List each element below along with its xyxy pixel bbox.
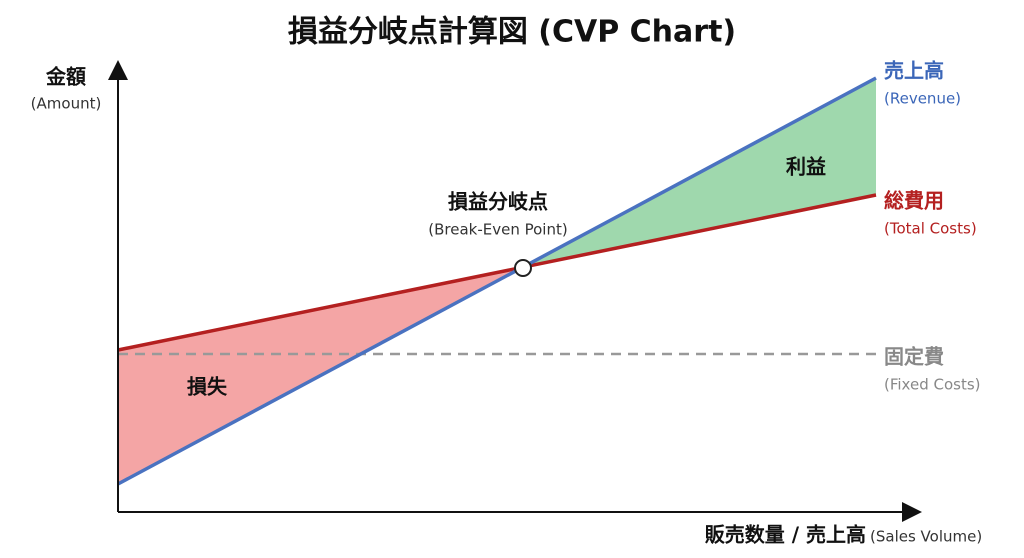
fixed-costs-sublabel: (Fixed Costs) bbox=[884, 376, 981, 394]
break-even-point bbox=[514, 259, 532, 277]
loss-label: 損失 bbox=[187, 375, 228, 399]
y-axis-label: 金額 bbox=[45, 65, 86, 89]
revenue-line bbox=[117, 76, 877, 486]
revenue-label: 売上高 bbox=[884, 59, 944, 83]
title: 損益分岐点計算図 (CVP Chart) bbox=[288, 15, 736, 50]
break-even-sublabel: (Break-Even Point) bbox=[428, 221, 567, 239]
y-axis-sublabel: (Amount) bbox=[31, 95, 102, 113]
fixed-costs-label: 固定費 bbox=[884, 345, 944, 369]
total-costs-sublabel: (Total Costs) bbox=[884, 220, 977, 238]
revenue-sublabel: (Revenue) bbox=[884, 90, 961, 108]
break-even-label: 損益分岐点 bbox=[448, 190, 548, 214]
x-axis-sublabel: (Sales Volume) bbox=[870, 528, 982, 546]
total-costs-line bbox=[117, 193, 877, 352]
x-axis-label: 販売数量 / 売上高 bbox=[705, 523, 866, 547]
profit-label: 利益 bbox=[786, 155, 826, 179]
total-costs-label: 総費用 bbox=[884, 189, 944, 213]
